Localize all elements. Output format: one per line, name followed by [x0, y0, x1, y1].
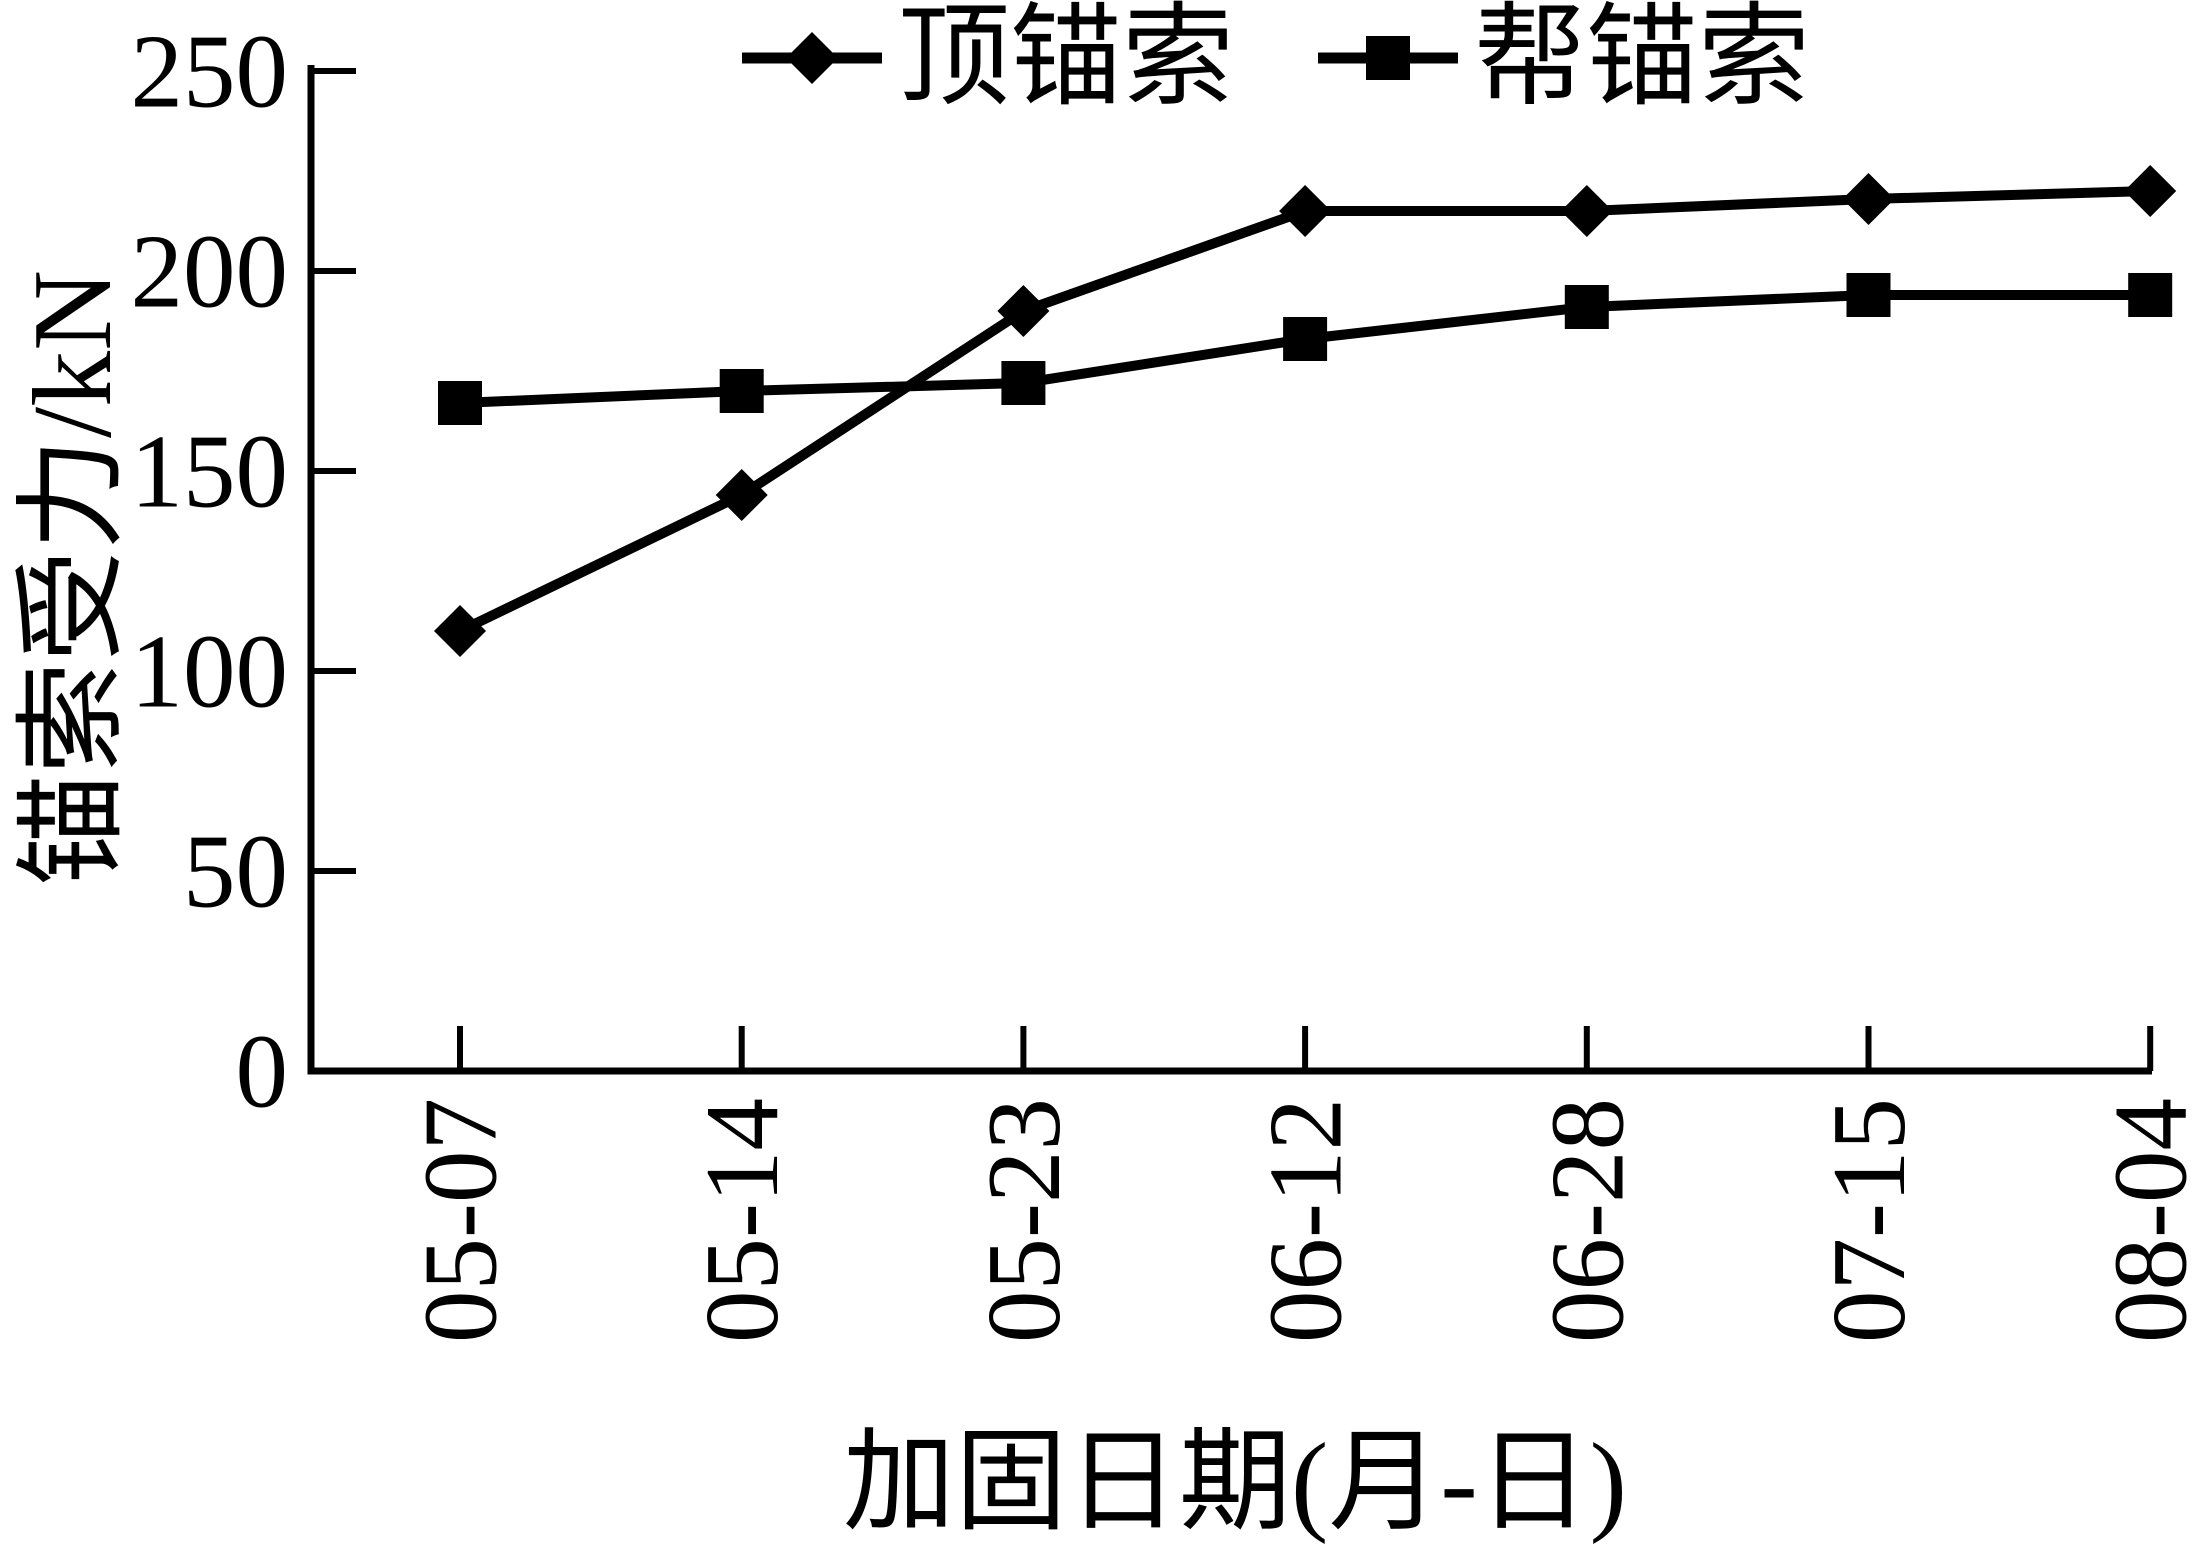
data-point-diamond	[1279, 185, 1332, 237]
x-tick-label: 08-04	[2092, 1098, 2195, 1343]
x-tick-label: 06-28	[1528, 1098, 1645, 1343]
y-tick-label: 250	[131, 13, 289, 130]
data-point-diamond	[434, 605, 486, 657]
data-point-square	[2128, 273, 2173, 317]
data-point-square	[1564, 285, 1609, 329]
legend-item-side-anchor: 帮锚索	[1318, 2, 1810, 114]
diamond-marker-icon	[742, 32, 882, 84]
square-marker-icon	[1318, 36, 1458, 80]
x-tick-label: 05-14	[683, 1098, 800, 1343]
data-point-diamond	[997, 285, 1050, 337]
x-axis-title: 加固日期(月-日)	[843, 1421, 1627, 1544]
data-point-square	[719, 369, 764, 413]
x-tick-label: 06-12	[1247, 1098, 1364, 1343]
series-line-top-anchor	[457, 186, 2151, 636]
data-point-diamond	[2124, 165, 2177, 217]
legend-item-top-anchor: 顶锚索	[742, 2, 1234, 114]
y-tick-label: 100	[131, 613, 289, 730]
y-axis-title: 锚索受力/kN	[11, 270, 135, 886]
data-point-diamond	[1842, 173, 1895, 225]
data-point-square	[1283, 317, 1328, 361]
x-tick-label: 05-23	[965, 1098, 1082, 1343]
data-point-diamond	[715, 469, 768, 521]
legend-label: 帮锚索	[1474, 0, 1810, 120]
data-point-square	[438, 381, 482, 425]
y-tick-label: 150	[131, 413, 289, 530]
x-tick-label: 05-07	[402, 1098, 519, 1343]
data-point-square	[1001, 361, 1046, 405]
legend-label: 顶锚索	[898, 0, 1234, 120]
y-tick-label: 200	[131, 213, 289, 330]
y-tick-label: 0	[236, 1013, 289, 1130]
y-tick-label: 50	[183, 813, 288, 930]
data-point-square	[1846, 273, 1891, 317]
x-tick-label: 07-15	[1810, 1098, 1927, 1343]
data-point-diamond	[1560, 185, 1613, 237]
